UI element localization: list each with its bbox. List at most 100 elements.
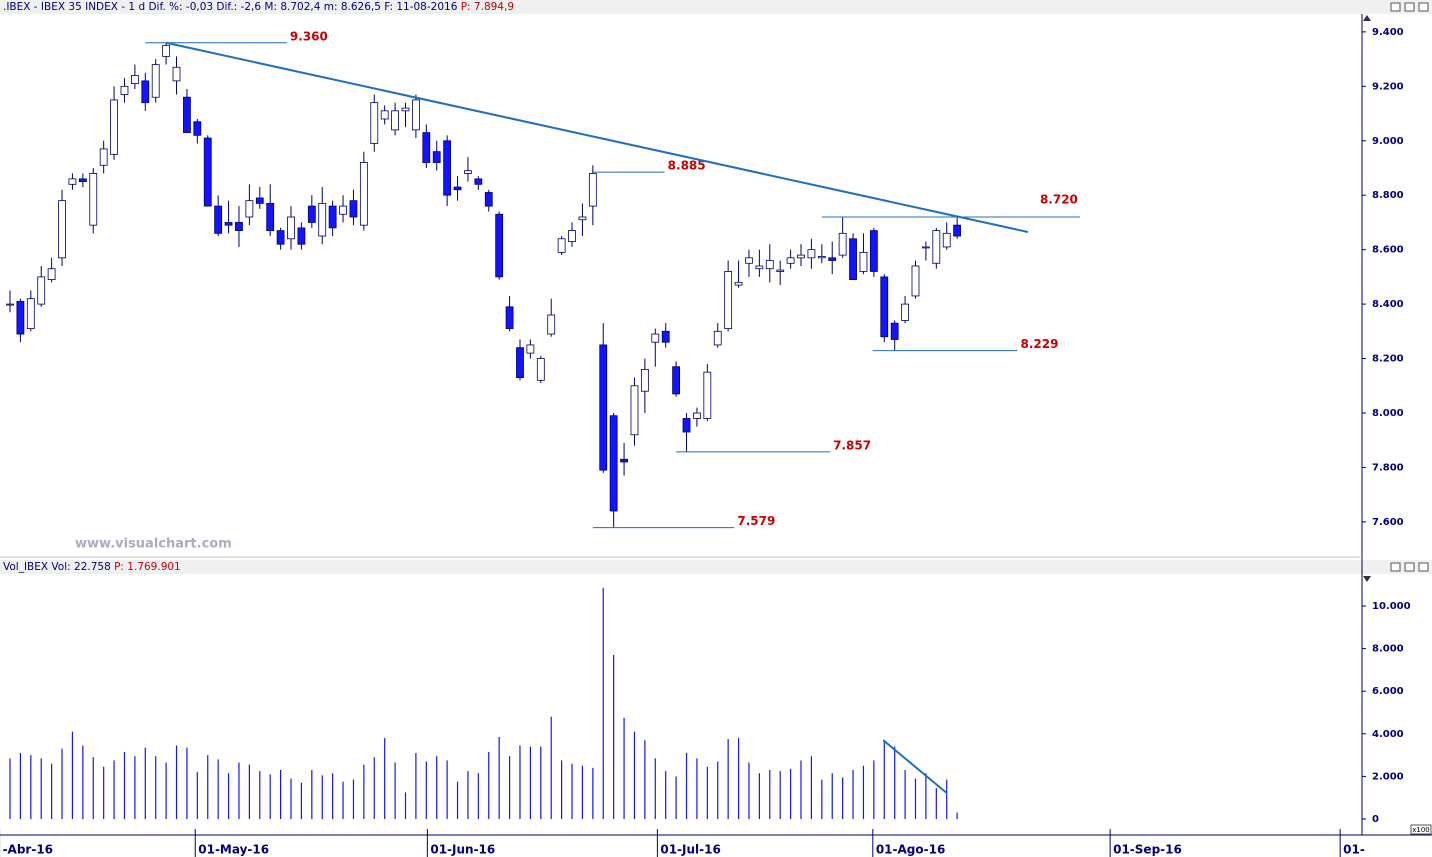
candle-body <box>557 238 566 253</box>
candle-body <box>932 230 941 264</box>
candle-body <box>99 148 108 166</box>
y-tick-label: 8.400 <box>1372 299 1404 310</box>
x-tick-label: 01-Sep-16 <box>1113 843 1182 857</box>
candle-body <box>942 232 951 248</box>
candle-body <box>776 269 785 272</box>
level-label: 9.360 <box>290 29 328 43</box>
candle-body <box>401 107 410 112</box>
y-tick-label: 8.000 <box>1372 644 1404 655</box>
candle-body <box>849 238 857 281</box>
close-button[interactable] <box>1418 2 1429 12</box>
x-tick-label: -Abr-16 <box>3 843 53 857</box>
candle-body <box>172 66 181 82</box>
candle-body <box>661 330 670 343</box>
x-tick-label: 01-Jun-16 <box>430 843 495 857</box>
candle-body <box>110 99 118 155</box>
candle-body <box>807 249 816 259</box>
price-header-bar <box>0 0 1432 14</box>
header-price: P: 1.769.901 <box>114 561 181 573</box>
x-tick-label: 01-May-16 <box>198 843 269 857</box>
candle-body <box>817 256 826 259</box>
scroll-up[interactable] <box>1363 15 1371 21</box>
minimize-button[interactable] <box>1390 562 1401 572</box>
candle-body <box>464 170 472 174</box>
y-tick-label: 4.000 <box>1372 729 1404 740</box>
candle-body <box>599 344 608 471</box>
close-button[interactable] <box>1418 562 1429 572</box>
candle-body <box>453 186 462 191</box>
level-label: 8.885 <box>668 159 706 173</box>
candle-body <box>869 230 878 272</box>
scroll-up[interactable] <box>1363 576 1371 582</box>
level-label: 8.720 <box>1040 192 1078 206</box>
candle-body <box>911 265 920 297</box>
candle-body <box>287 216 295 240</box>
candle-body <box>162 45 171 57</box>
level-label: 7.857 <box>833 438 871 452</box>
candle-body <box>901 303 909 321</box>
candle-body <box>745 257 753 264</box>
y-tick-label: 9.200 <box>1372 81 1404 92</box>
candle-body <box>68 178 77 185</box>
candle-body <box>16 300 25 335</box>
y-tick-label: 7.600 <box>1372 517 1404 528</box>
candle-body <box>443 140 452 196</box>
candle-body <box>703 371 712 419</box>
candle-body <box>130 75 139 85</box>
candle-body <box>203 137 212 207</box>
candle-body <box>432 151 441 163</box>
candle-body <box>786 257 795 264</box>
x-tick-label: 01-Ago-16 <box>876 843 945 857</box>
maximize-button[interactable] <box>1404 2 1415 12</box>
candle-body <box>630 385 639 436</box>
candle-body <box>838 232 847 256</box>
candle-body <box>536 358 545 381</box>
candle-body <box>380 110 389 120</box>
candle-body <box>297 227 306 245</box>
x-tick-label: 01- <box>1343 843 1365 857</box>
candle-body <box>339 205 347 215</box>
candle-body <box>245 200 254 218</box>
candle-body <box>224 222 233 226</box>
trendline <box>882 739 948 794</box>
candle-body <box>151 64 160 98</box>
y-tick-label: 2.000 <box>1372 771 1404 782</box>
candle-body <box>359 162 368 226</box>
candle-body <box>78 178 87 183</box>
candle-body <box>765 260 774 270</box>
candle-body <box>484 192 493 207</box>
candle-body <box>349 200 358 218</box>
y-tick-label: 9.000 <box>1372 136 1404 147</box>
y-tick-label: 8.800 <box>1372 190 1404 201</box>
window-buttons[interactable] <box>1363 2 1429 582</box>
candle-body <box>391 110 399 131</box>
y-tick-label: 0 <box>1372 814 1379 825</box>
candle-body <box>734 281 743 286</box>
maximize-button[interactable] <box>1404 562 1415 572</box>
candle-body <box>266 202 275 232</box>
candle-body <box>6 303 14 306</box>
candle-body <box>193 121 202 136</box>
candle-body <box>412 99 420 131</box>
header-text: .IBEX - IBEX 35 INDEX - 1 d Dif. %: -0,0… <box>3 1 458 13</box>
candle-body <box>318 202 327 237</box>
candle-body <box>859 251 868 272</box>
candle-body <box>568 230 576 242</box>
candle-body <box>828 257 837 261</box>
candle-body <box>620 458 628 463</box>
minimize-button[interactable] <box>1390 2 1401 12</box>
y-tick-label: 9.400 <box>1372 27 1404 38</box>
y-tick-label: 10.000 <box>1372 601 1411 612</box>
trendline <box>165 41 1029 233</box>
candle-body <box>26 298 35 330</box>
y-tick-label: 6.000 <box>1372 686 1404 697</box>
candle-body <box>370 102 379 144</box>
candle-body <box>526 344 535 354</box>
unit-label: x100 <box>1412 826 1430 834</box>
volume-header-bar <box>0 560 1432 574</box>
candle-body <box>422 132 431 163</box>
y-tick-label: 8.000 <box>1372 408 1404 419</box>
candle-body <box>724 271 733 330</box>
